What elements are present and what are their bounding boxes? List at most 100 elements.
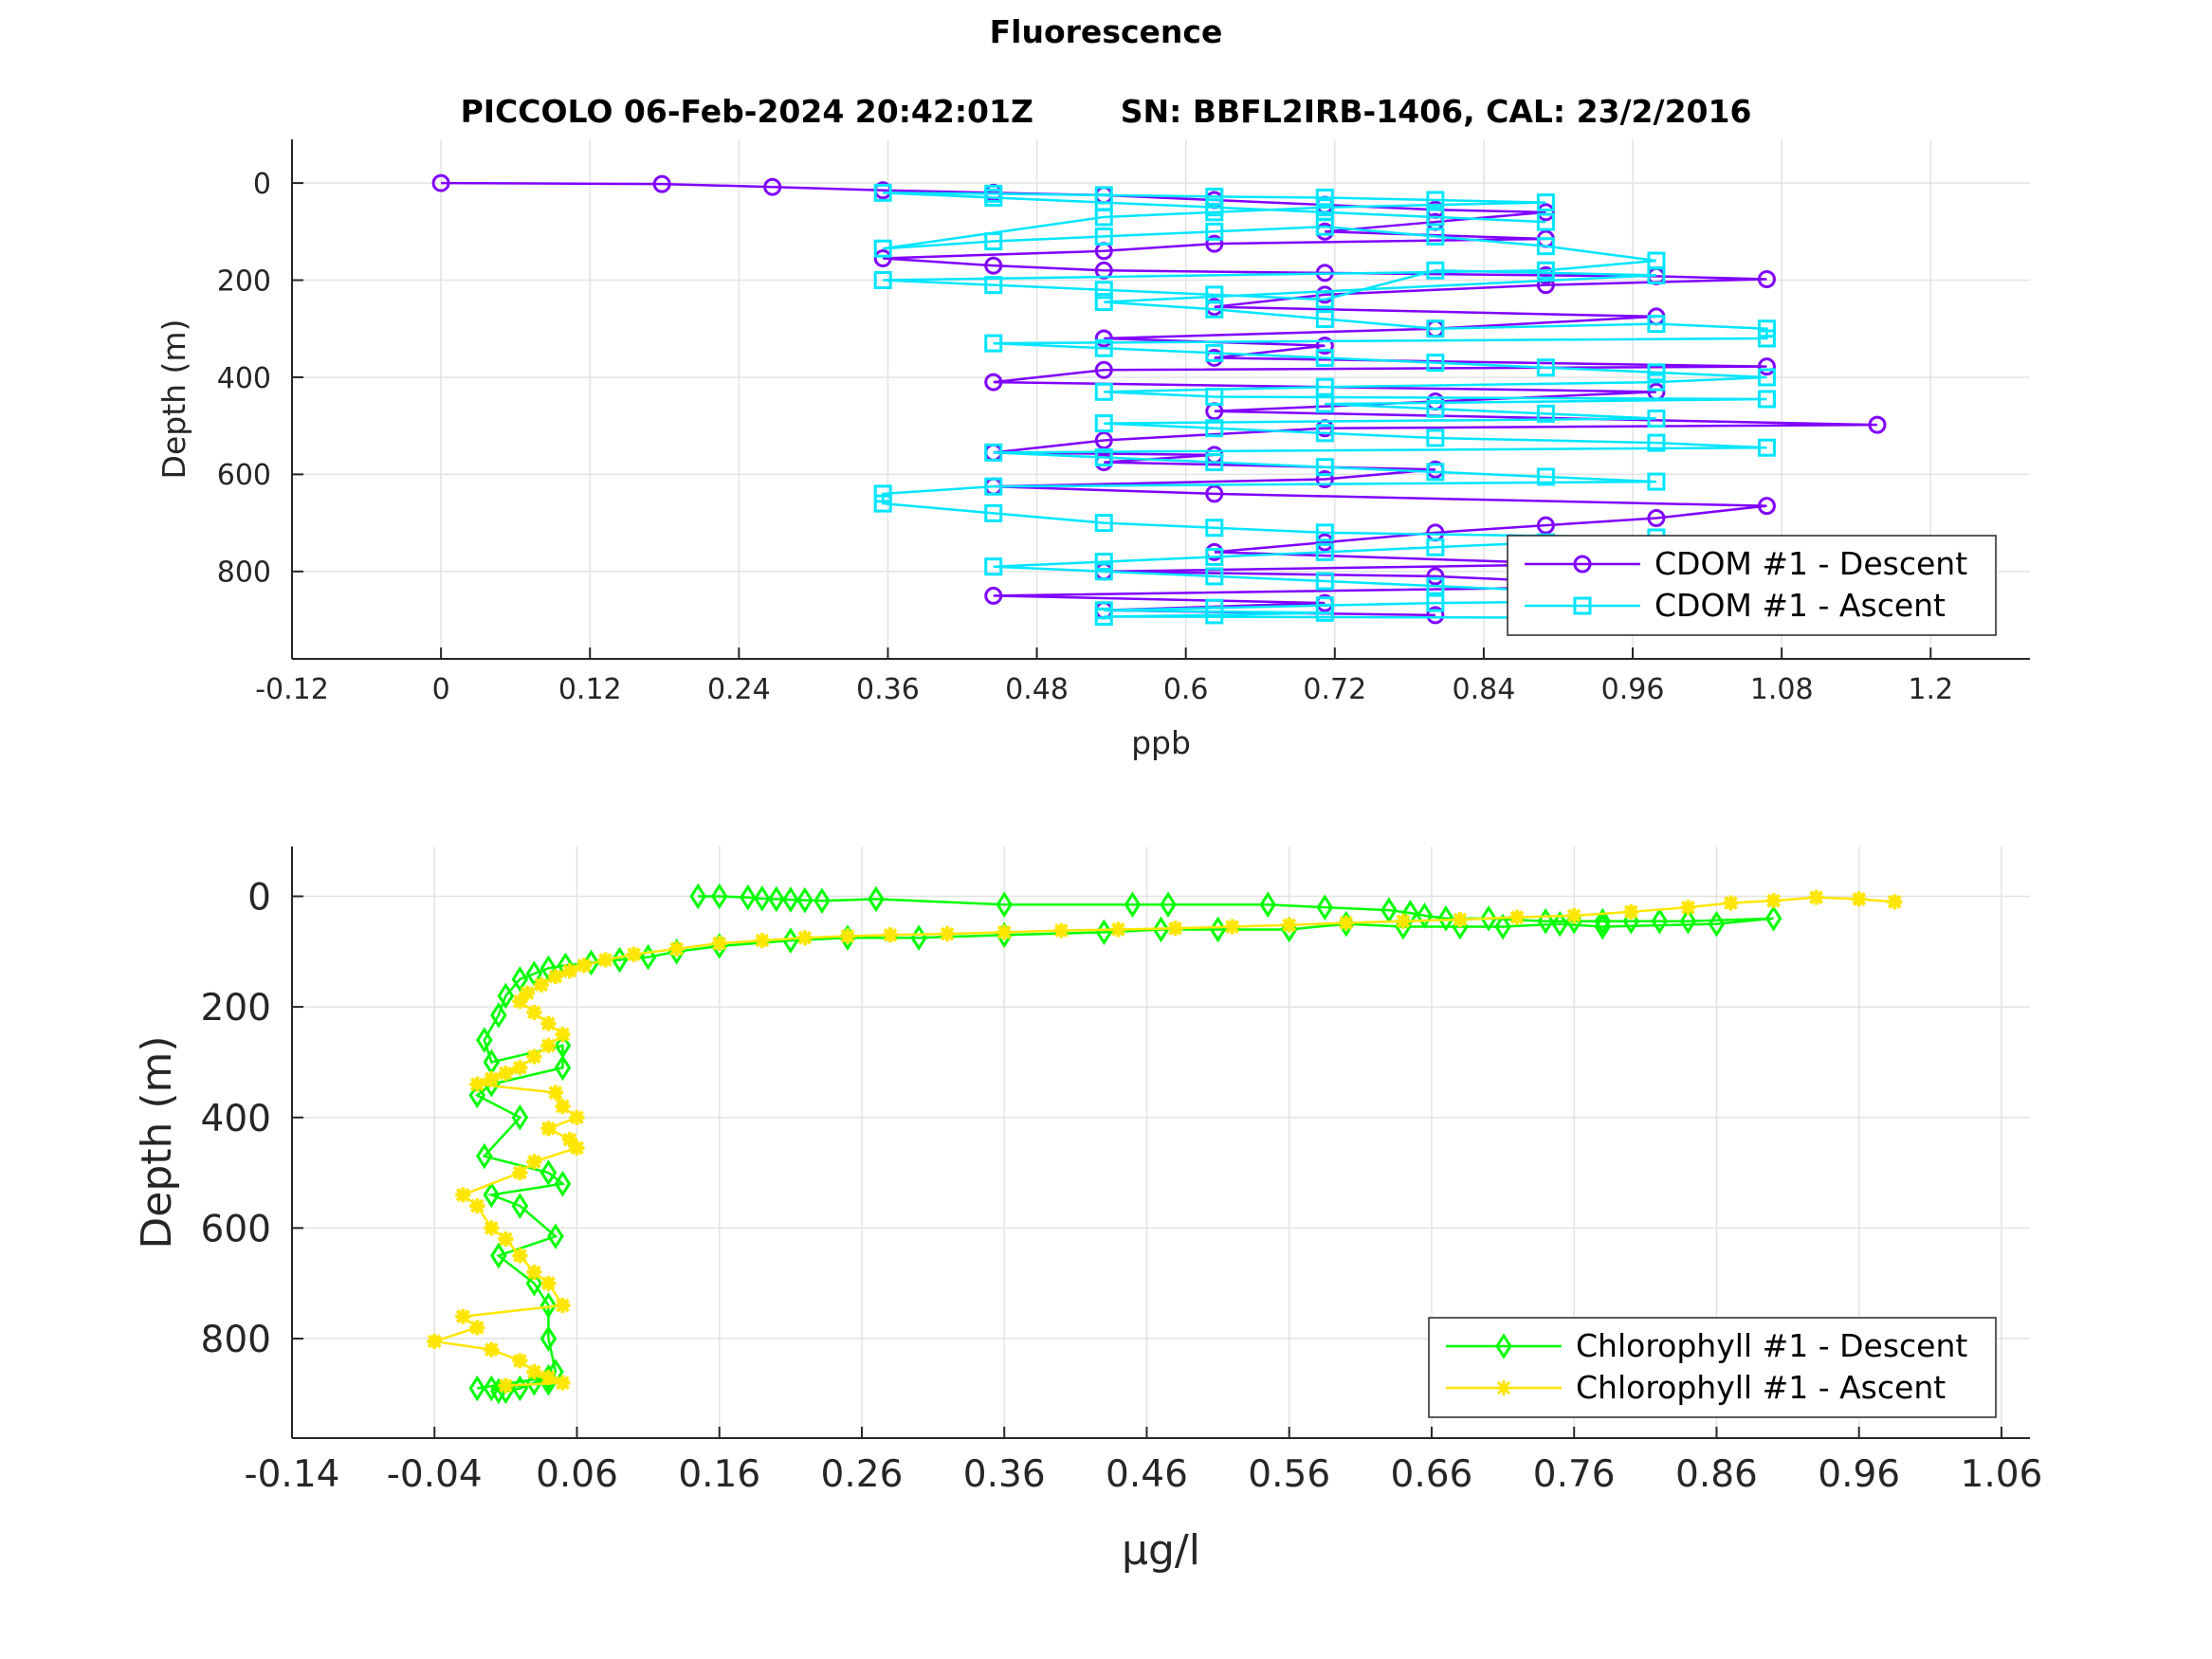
- data-point: [1426, 354, 1445, 373]
- data-point: [1757, 319, 1776, 338]
- data-point: [1437, 905, 1454, 932]
- data-point: [525, 1269, 543, 1297]
- data-point: [526, 1004, 542, 1020]
- x-tick-label: 0.72: [1303, 673, 1366, 706]
- x-tick-label: 0.86: [1675, 1453, 1758, 1496]
- data-point: [1094, 382, 1113, 401]
- data-point: [796, 930, 813, 946]
- x-tick-label: 1.2: [1908, 673, 1953, 706]
- data-point: [1757, 269, 1776, 288]
- legend-label: CDOM #1 - Ascent: [1654, 587, 1946, 624]
- data-point: [1281, 917, 1297, 933]
- data-point: [1536, 404, 1555, 423]
- data-point: [740, 884, 757, 911]
- cdom-plot: -0.12 0 0.12 0.24 0.36 0.48 0.6 0.72 0.84 0.96 1.0…: [155, 139, 2030, 761]
- data-point: [1094, 414, 1113, 433]
- data-point: [525, 1369, 543, 1396]
- data-point: [1509, 909, 1526, 925]
- data-point: [754, 933, 770, 949]
- figure-subtitle: PICCOLO 06-Feb-2024 20:42:01Z SN: BBFL2I…: [460, 93, 1752, 130]
- data-point: [526, 1364, 542, 1380]
- x-axis-label: ppb: [1131, 724, 1191, 761]
- data-point: [1647, 265, 1666, 284]
- data-point: [484, 1220, 500, 1236]
- data-point: [539, 955, 558, 982]
- y-tick-label: 600: [201, 1208, 271, 1250]
- data-point: [1426, 191, 1445, 210]
- x-tick-label: 0.76: [1533, 1453, 1616, 1496]
- x-tick-label: 0.84: [1453, 673, 1516, 706]
- data-point: [984, 477, 1003, 496]
- data-point: [1868, 415, 1887, 434]
- data-point: [1094, 514, 1113, 533]
- data-point: [1426, 576, 1445, 595]
- x-tick-label: 0.06: [536, 1453, 618, 1496]
- data-point: [1094, 431, 1113, 450]
- data-point: [1205, 484, 1224, 503]
- data-point: [1315, 198, 1334, 217]
- figure-title: Fluorescence: [989, 13, 1223, 50]
- data-point: [996, 891, 1014, 919]
- legend-box: [1507, 535, 1997, 636]
- data-point: [711, 936, 727, 952]
- data-point: [469, 1320, 485, 1336]
- data-point: [984, 443, 1003, 462]
- data-point: [511, 1103, 529, 1131]
- y-tick-label: 200: [217, 264, 271, 298]
- data-point: [1647, 472, 1666, 491]
- data-point: [1160, 891, 1177, 919]
- data-point: [1205, 203, 1224, 222]
- data-point: [1315, 188, 1334, 207]
- data-point: [1426, 593, 1445, 612]
- data-point: [1426, 319, 1445, 338]
- data-point: [476, 1027, 493, 1053]
- data-point: [512, 1353, 528, 1369]
- data-point: [984, 232, 1003, 251]
- data-point: [468, 1082, 486, 1109]
- data-point: [652, 174, 671, 193]
- data-point: [498, 1377, 514, 1394]
- data-point: [873, 239, 892, 258]
- data-point: [1094, 293, 1113, 312]
- data-point: [582, 949, 600, 976]
- data-point: [1338, 915, 1354, 931]
- data-point: [1426, 567, 1445, 586]
- data-point: [1757, 368, 1776, 387]
- data-point: [569, 1139, 585, 1156]
- data-point: [555, 1027, 571, 1043]
- data-point: [1887, 894, 1903, 910]
- x-tick-label: 0.24: [707, 673, 771, 706]
- data-point: [796, 886, 814, 914]
- data-point: [984, 256, 1003, 275]
- data-point: [754, 885, 771, 912]
- y-tick-label: 400: [201, 1098, 271, 1140]
- y-tick-label: 200: [201, 987, 271, 1030]
- y-tick-label: 400: [217, 362, 271, 395]
- series-line: [475, 895, 1774, 1393]
- data-point: [984, 276, 1003, 295]
- data-point: [1205, 419, 1224, 438]
- data-point: [1426, 399, 1445, 418]
- data-point: [497, 982, 515, 1010]
- data-point: [547, 1085, 563, 1101]
- data-point: [539, 1325, 558, 1352]
- data-point: [540, 1121, 557, 1137]
- data-point: [668, 940, 685, 957]
- series-square: [873, 183, 1776, 627]
- x-tick-label: 0.36: [856, 673, 920, 706]
- y-tick-label: 800: [217, 556, 271, 590]
- data-point: [839, 928, 855, 944]
- data-point: [1205, 300, 1224, 319]
- data-point: [1851, 891, 1867, 907]
- y-tick-label: 0: [253, 168, 271, 201]
- data-point: [1708, 910, 1726, 938]
- data-point: [512, 1060, 528, 1076]
- data-point: [1315, 470, 1334, 489]
- y-tick-label: 0: [247, 877, 271, 920]
- data-point: [547, 969, 563, 985]
- data-point: [1757, 438, 1776, 457]
- x-axis-label: μg/l: [1122, 1526, 1200, 1575]
- data-point: [1426, 606, 1445, 625]
- data-point: [1757, 329, 1776, 348]
- data-point: [555, 1298, 571, 1314]
